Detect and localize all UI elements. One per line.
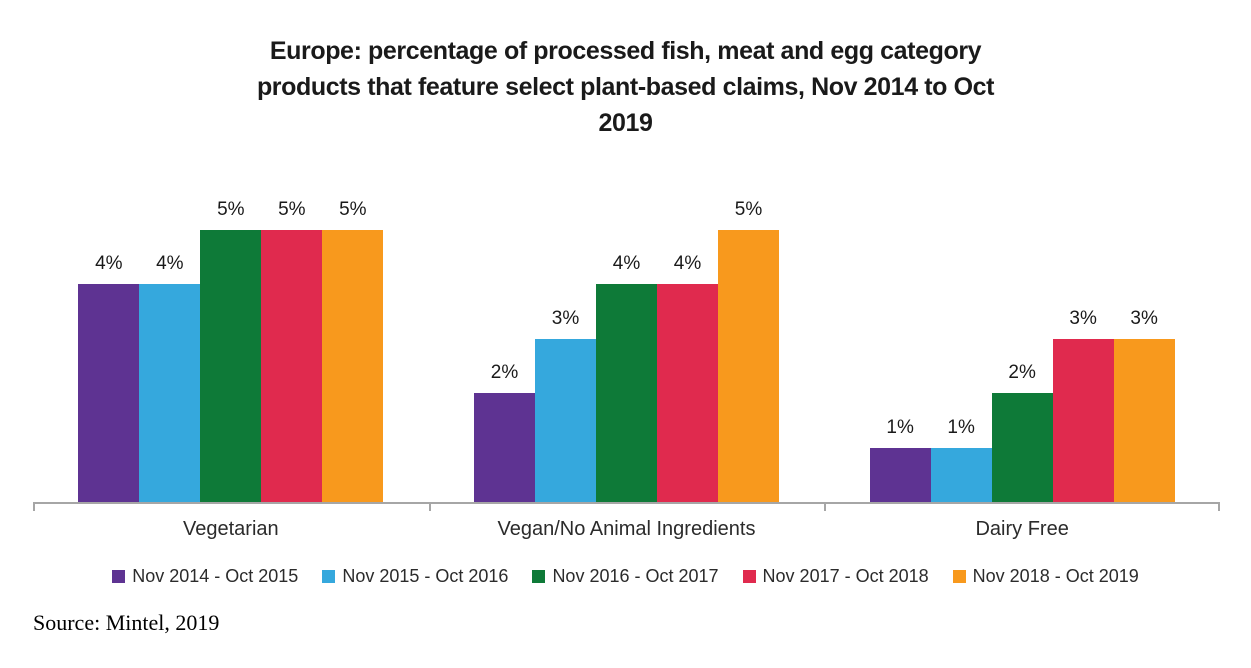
bar-vegan-no-animal-ingredients-series-0 — [474, 393, 535, 502]
legend-label: Nov 2014 - Oct 2015 — [132, 566, 299, 586]
x-axis-tick — [1218, 502, 1220, 511]
legend-label: Nov 2017 - Oct 2018 — [762, 566, 929, 586]
bar-vegetarian-series-1 — [139, 284, 201, 502]
bar-value-label: 4% — [156, 253, 184, 274]
bar-vegan-no-animal-ingredients-series-4 — [718, 229, 779, 502]
legend-swatch-icon — [322, 570, 336, 583]
legend-item-4: Nov 2018 - Oct 2019 — [952, 566, 1139, 587]
bar-value-label: 5% — [339, 198, 367, 220]
bar-dairy-free-series-2 — [991, 393, 1053, 502]
legend-label: Nov 2016 - Oct 2017 — [552, 566, 719, 586]
legend: Nov 2014 - Oct 2015 Nov 2015 - Oct 2016 No… — [0, 566, 1251, 587]
bar-value-label: 4% — [673, 253, 702, 274]
bar-vegan-no-animal-ingredients-series-3 — [657, 284, 718, 502]
x-axis-tick — [428, 502, 431, 511]
x-axis-line — [33, 502, 1220, 504]
bar-value-label: 1% — [947, 416, 975, 438]
bar-value-label: 5% — [278, 198, 306, 220]
x-axis-tick — [824, 502, 827, 511]
bar-dairy-free-series-0 — [869, 447, 931, 502]
bar-vegetarian-series-4 — [322, 229, 384, 502]
legend-item-3: Nov 2017 - Oct 2018 — [742, 566, 929, 587]
legend-swatch-icon — [112, 570, 126, 583]
category-label-vegetarian: Vegetarian — [183, 518, 279, 540]
legend-swatch-icon — [532, 570, 546, 583]
bar-vegan-no-animal-ingredients-series-1 — [535, 338, 596, 502]
bar-value-label: 4% — [612, 253, 641, 274]
bar-dairy-free-series-4 — [1113, 338, 1175, 502]
legend-item-2: Nov 2016 - Oct 2017 — [532, 566, 719, 587]
chart-title: Europe: percentage of processed fish, me… — [0, 33, 1251, 141]
chart-title-line: products that feature select plant-based… — [256, 73, 995, 101]
legend-swatch-icon — [742, 570, 756, 583]
bar-dairy-free-series-1 — [930, 447, 992, 502]
bar-value-label: 3% — [551, 307, 580, 329]
x-axis-tick — [33, 502, 35, 511]
source-text: Source: Mintel, 2019 — [33, 610, 220, 635]
bar-value-label: 2% — [1008, 362, 1036, 383]
bar-vegetarian-series-3 — [261, 229, 323, 502]
bar-dairy-free-series-3 — [1052, 338, 1114, 502]
bar-value-label: 5% — [734, 198, 763, 220]
legend-item-1: Nov 2015 - Oct 2016 — [322, 566, 508, 587]
legend-label: Nov 2015 - Oct 2016 — [342, 566, 509, 586]
bar-vegan-no-animal-ingredients-series-2 — [596, 284, 657, 502]
bar-vegetarian-series-2 — [200, 229, 262, 502]
chart-title-line: Europe: percentage of processed fish, me… — [269, 37, 982, 65]
bar-value-label: 1% — [886, 416, 914, 438]
category-label-dairy-free: Dairy Free — [975, 518, 1069, 540]
bar-value-label: 3% — [1130, 307, 1158, 329]
bar-value-label: 3% — [1069, 307, 1097, 329]
legend-label: Nov 2018 - Oct 2019 — [972, 566, 1139, 586]
legend-item-0: Nov 2014 - Oct 2015 — [112, 566, 298, 587]
legend-swatch-icon — [952, 570, 966, 583]
bar-value-label: 4% — [95, 253, 123, 274]
chart-title-line: 2019 — [598, 109, 653, 137]
category-label-vegan-no-animal-ingredients: Vegan/No Animal Ingredients — [497, 518, 756, 540]
bar-value-label: 5% — [217, 198, 245, 220]
bar-vegetarian-series-0 — [78, 284, 140, 502]
bar-value-label: 2% — [490, 362, 519, 383]
